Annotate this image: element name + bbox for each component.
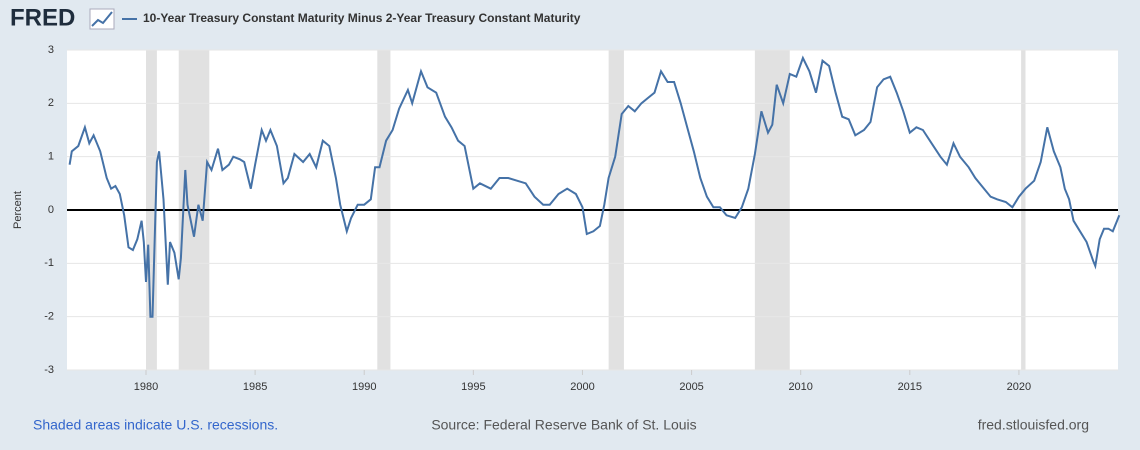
recession-note[interactable]: Shaded areas indicate U.S. recessions.	[33, 417, 278, 433]
source: Source: Federal Reserve Bank of St. Loui…	[431, 417, 696, 433]
x-tick-label: 2010	[788, 381, 812, 393]
x-tick-label: 1995	[461, 381, 485, 393]
legend-label[interactable]: 10-Year Treasury Constant Maturity Minus…	[143, 11, 581, 25]
x-tick-label: 2000	[570, 381, 594, 393]
site[interactable]: fred.stlouisfed.org	[978, 417, 1089, 433]
x-tick-label: 2015	[898, 381, 922, 393]
y-tick-label: -1	[44, 257, 54, 269]
y-tick-label: 3	[48, 44, 54, 56]
y-tick-label: -3	[44, 364, 54, 376]
y-tick-label: 1	[48, 151, 54, 163]
y-axis-label: Percent	[12, 191, 24, 229]
x-tick-label: 2020	[1007, 381, 1031, 393]
data-line	[68, 55, 1121, 318]
x-tick-label: 2005	[679, 381, 703, 393]
x-tick-label: 1980	[134, 381, 158, 393]
y-tick-label: -2	[44, 311, 54, 323]
logo-icon-line	[91, 11, 113, 27]
logo[interactable]: FRED	[10, 4, 75, 31]
x-tick-label: 1985	[243, 381, 267, 393]
y-tick-label: 0	[48, 204, 54, 216]
x-tick-label: 1990	[352, 381, 376, 393]
y-tick-label: 2	[48, 97, 54, 109]
logo-icon	[89, 8, 115, 30]
